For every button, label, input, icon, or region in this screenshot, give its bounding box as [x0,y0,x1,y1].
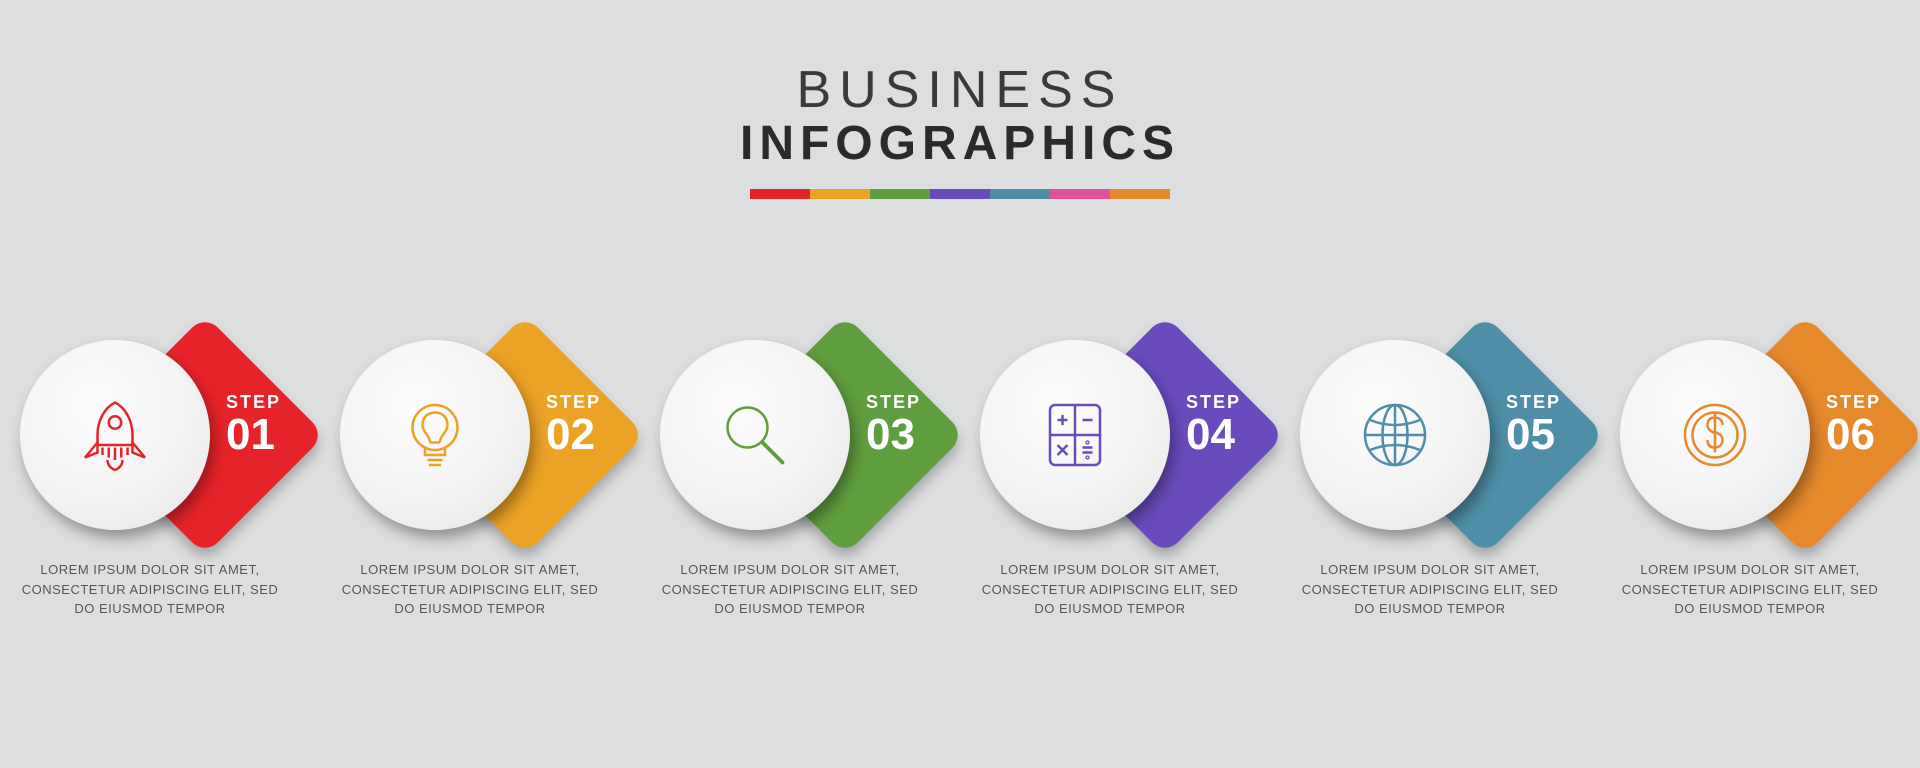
color-bar-segment [1110,189,1170,199]
title-line2: INFOGRAPHICS [0,116,1920,171]
step-circle [660,340,850,530]
calculator-icon [1035,395,1115,475]
lightbulb-icon [395,395,475,475]
step-number: 02 [546,415,601,455]
step-number: 06 [1826,415,1881,455]
step-description: LOREM IPSUM DOLOR SIT AMET, CONSECTETUR … [1620,560,1880,619]
step-label: STEP01 [226,392,281,455]
step-label: STEP04 [1186,392,1241,455]
header: BUSINESS INFOGRAPHICS [0,0,1920,199]
step-label: STEP02 [546,392,601,455]
color-bar-segment [810,189,870,199]
dollar-icon [1675,395,1755,475]
color-bar-segment [1050,189,1110,199]
step-circle [1300,340,1490,530]
step-label: STEP05 [1506,392,1561,455]
color-bar-segment [750,189,810,199]
step-circle [980,340,1170,530]
color-bar [0,189,1920,199]
globe-icon [1355,395,1435,475]
step-label: STEP03 [866,392,921,455]
rocket-icon [75,395,155,475]
magnifier-icon [715,395,795,475]
step-label: STEP06 [1826,392,1881,455]
step-number: 05 [1506,415,1561,455]
color-bar-segment [930,189,990,199]
step-description: LOREM IPSUM DOLOR SIT AMET, CONSECTETUR … [660,560,920,619]
step-circle [20,340,210,530]
color-bar-segment [870,189,930,199]
step-number: 03 [866,415,921,455]
step-number: 01 [226,415,281,455]
step-circle [340,340,530,530]
step-circle [1620,340,1810,530]
step-description: LOREM IPSUM DOLOR SIT AMET, CONSECTETUR … [340,560,600,619]
title-line1: BUSINESS [0,60,1920,120]
step-description: LOREM IPSUM DOLOR SIT AMET, CONSECTETUR … [20,560,280,619]
step-description: LOREM IPSUM DOLOR SIT AMET, CONSECTETUR … [980,560,1240,619]
step-number: 04 [1186,415,1241,455]
color-bar-segment [990,189,1050,199]
step-description: LOREM IPSUM DOLOR SIT AMET, CONSECTETUR … [1300,560,1560,619]
